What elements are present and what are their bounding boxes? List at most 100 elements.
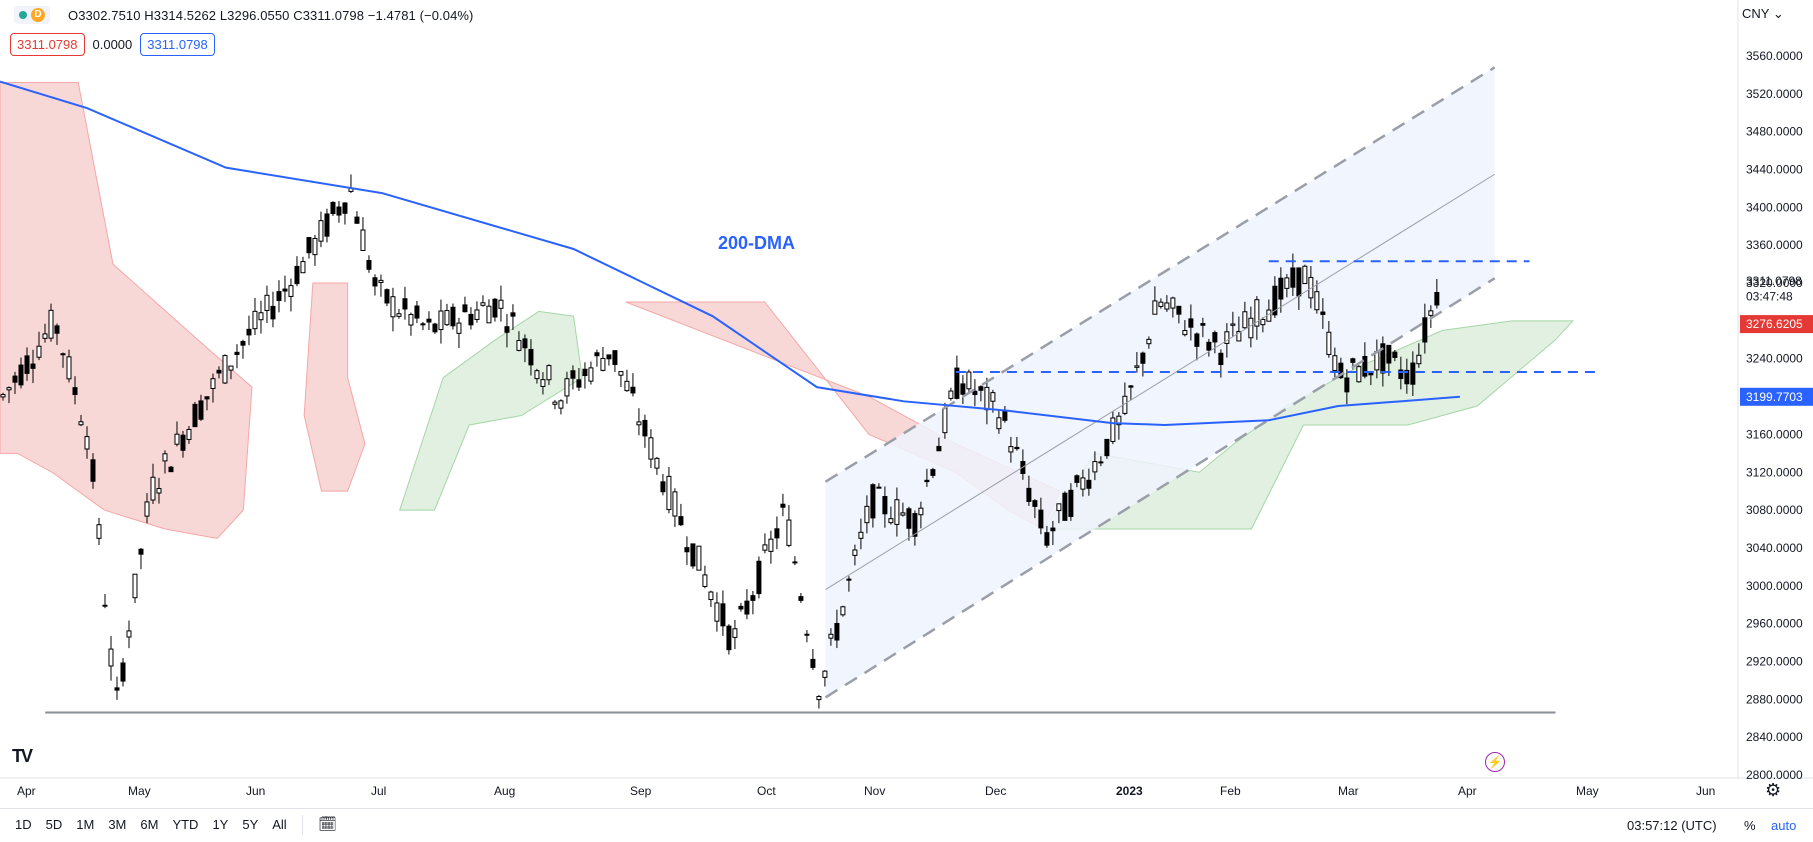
candle-148 <box>888 518 894 524</box>
period-5y[interactable]: 5Y <box>242 817 259 832</box>
candle-81 <box>486 305 492 324</box>
candle-173 <box>1038 509 1044 529</box>
period-5d[interactable]: 5D <box>45 817 63 832</box>
calendar-icon[interactable]: 🗓 <box>318 816 338 833</box>
candle-43 <box>258 312 264 321</box>
price-chart[interactable]: 200-DMA 3560.0000 3520.0000 3480.0000 3440.0… <box>0 0 1813 808</box>
candle-189 <box>1134 365 1140 368</box>
candle-192 <box>1152 300 1158 315</box>
candle-177 <box>1062 492 1068 521</box>
chart-header: D O3302.7510 H3314.5262 L3296.0550 C3311… <box>0 0 473 30</box>
candle-153 <box>918 507 924 516</box>
candle-69 <box>414 305 420 319</box>
x-tick-label: Apr <box>1458 784 1477 798</box>
candle-206 <box>1236 330 1242 342</box>
candle-5 <box>30 363 36 369</box>
candle-25 <box>150 476 156 501</box>
lightning-icon[interactable]: ⚡ <box>1485 752 1505 772</box>
candle-124 <box>744 600 750 615</box>
candle-203 <box>1218 352 1224 366</box>
candle-10 <box>60 353 66 356</box>
candle-79 <box>474 309 480 320</box>
dma-value: 3199.7703 <box>1746 390 1803 404</box>
candle-95 <box>570 370 576 379</box>
y-tick-label: 3240.0000 <box>1746 352 1803 366</box>
candle-158 <box>948 390 954 399</box>
candle-53 <box>318 220 324 242</box>
candle-106 <box>636 421 642 426</box>
period-3m[interactable]: 3M <box>108 817 127 832</box>
candle-142 <box>852 549 858 556</box>
tradingview-logo[interactable]: TV <box>12 746 33 766</box>
candle-126 <box>756 560 762 595</box>
x-tick-label: Nov <box>864 784 885 798</box>
candle-101 <box>606 354 612 360</box>
period-all[interactable]: All <box>272 817 287 832</box>
period-1m[interactable]: 1M <box>76 817 95 832</box>
candle-72 <box>432 323 438 333</box>
x-tick-label: Apr <box>17 784 36 798</box>
candle-238 <box>1428 310 1434 316</box>
candle-224 <box>1344 377 1350 393</box>
period-1d[interactable]: 1D <box>15 817 32 832</box>
candle-51 <box>306 237 312 254</box>
candle-73 <box>438 310 444 331</box>
market-status[interactable]: D <box>14 6 50 24</box>
candle-207 <box>1242 311 1248 329</box>
candle-11 <box>66 356 72 380</box>
utc-clock[interactable]: 03:57:12 (UTC) <box>1627 818 1717 833</box>
candle-114 <box>684 547 690 553</box>
candle-59 <box>354 216 360 224</box>
y-tick-label: 3160.0000 <box>1746 427 1803 441</box>
y-tick-label: 3480.0000 <box>1746 125 1803 139</box>
candle-45 <box>270 305 276 320</box>
candle-6 <box>36 345 42 358</box>
y-tick-label: 3440.0000 <box>1746 163 1803 177</box>
candle-89 <box>534 370 540 380</box>
candle-20 <box>120 662 126 682</box>
period-6m[interactable]: 6M <box>140 817 159 832</box>
candle-193 <box>1158 301 1164 307</box>
candle-86 <box>516 340 522 351</box>
candle-164 <box>984 386 990 411</box>
candle-127 <box>762 544 768 551</box>
channel-lower-line <box>824 277 1496 699</box>
candle-14 <box>84 436 90 450</box>
y-tick-label: 3000.0000 <box>1746 579 1803 593</box>
candle-85 <box>510 312 516 317</box>
cloud-bearish-0 <box>0 81 253 540</box>
cloud-bearish-2 <box>303 282 366 492</box>
channel-mid-line <box>825 173 1495 590</box>
candle-61 <box>366 259 372 270</box>
x-tick-label: Feb <box>1220 784 1241 798</box>
candle-198 <box>1188 318 1194 328</box>
currency-selector[interactable]: CNY ⌄ <box>1742 6 1784 22</box>
candle-180 <box>1080 477 1086 490</box>
candle-159 <box>954 367 960 399</box>
candle-98 <box>588 367 594 382</box>
period-1y[interactable]: 1Y <box>212 817 229 832</box>
candle-121 <box>726 625 732 651</box>
candle-80 <box>480 302 486 306</box>
candle-87 <box>522 338 528 349</box>
candle-129 <box>774 528 780 539</box>
candle-149 <box>894 499 900 525</box>
auto-scale-toggle[interactable]: auto <box>1771 818 1797 833</box>
percent-toggle[interactable]: % <box>1744 818 1756 833</box>
candle-197 <box>1182 330 1188 336</box>
x-tick-label: May <box>1576 784 1599 798</box>
candle-109 <box>654 457 660 469</box>
candle-54 <box>324 213 330 237</box>
candle-171 <box>1026 487 1032 502</box>
currency-label: CNY <box>1742 6 1770 21</box>
gear-icon[interactable]: ⚙ <box>1765 780 1782 800</box>
candle-71 <box>426 318 432 323</box>
candle-162 <box>972 390 978 396</box>
candle-108 <box>648 437 654 460</box>
x-tick-label: Jul <box>371 784 386 798</box>
candle-167 <box>1002 409 1008 421</box>
candle-154 <box>924 479 930 483</box>
candle-202 <box>1212 332 1218 343</box>
candle-12 <box>72 387 78 395</box>
period-ytd[interactable]: YTD <box>172 817 199 832</box>
